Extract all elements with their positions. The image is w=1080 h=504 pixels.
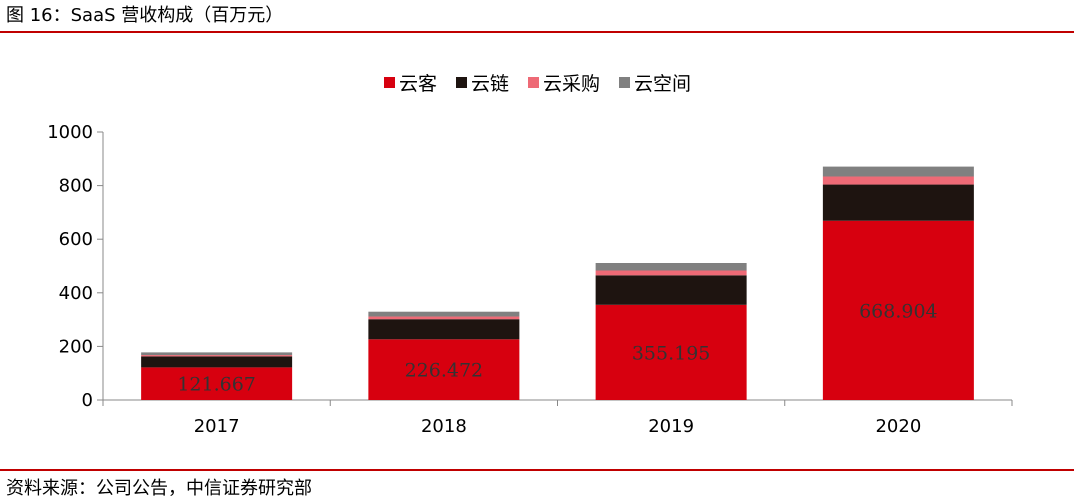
source-rule (0, 469, 1074, 471)
legend-swatch (384, 77, 395, 88)
bar-segment (595, 304, 747, 400)
x-tick-label: 2020 (875, 416, 921, 437)
bar-segment (368, 319, 520, 340)
bar-segment (368, 311, 520, 317)
y-tick-label: 200 (59, 336, 93, 357)
x-axis: 2017 2018 2019 2020 (102, 399, 1013, 437)
legend-swatch (528, 77, 539, 88)
legend: 云客 云链 云采购 云空间 (384, 73, 691, 95)
bar-segment (368, 339, 520, 400)
x-tick-label: 2018 (421, 416, 467, 437)
bars (141, 166, 974, 400)
legend-swatch (619, 77, 630, 88)
x-tick-label: 2019 (648, 416, 694, 437)
figure-title: 图 16：SaaS 营收构成（百万元） (6, 5, 284, 26)
legend-label: 云客 (399, 73, 437, 95)
y-axis: 0 200 400 600 800 1000 (47, 122, 104, 411)
bar-segment (141, 355, 293, 357)
legend-label: 云空间 (634, 73, 691, 95)
bar-segment (595, 270, 747, 276)
bar-segment (822, 166, 974, 177)
data-label: 121.667 (177, 374, 256, 396)
bar-segment (141, 352, 293, 356)
y-tick-label: 1000 (47, 122, 93, 143)
legend-swatch (456, 77, 467, 88)
legend-label: 云链 (471, 73, 509, 95)
data-label: 668.904 (859, 300, 938, 322)
legend-label: 云采购 (543, 73, 600, 95)
bar-segment (822, 176, 974, 185)
title-rule (0, 31, 1074, 33)
data-label: 355.195 (632, 342, 711, 364)
bar-segment (822, 220, 974, 400)
y-tick-label: 0 (82, 390, 93, 411)
bar-segment (141, 367, 293, 400)
bar-segment (595, 262, 747, 271)
y-tick-label: 800 (59, 176, 93, 197)
y-tick-label: 600 (59, 229, 93, 250)
bar-segment (822, 184, 974, 221)
y-tick-label: 400 (59, 283, 93, 304)
bar-segment (595, 275, 747, 305)
data-labels: 121.667 226.472 355.195 668.904 (177, 300, 937, 395)
data-label: 226.472 (405, 360, 484, 382)
x-tick-label: 2017 (194, 416, 240, 437)
bar-segment (141, 356, 293, 368)
bar-segment (368, 316, 520, 320)
source-note: 资料来源：公司公告，中信证券研究部 (6, 478, 312, 499)
